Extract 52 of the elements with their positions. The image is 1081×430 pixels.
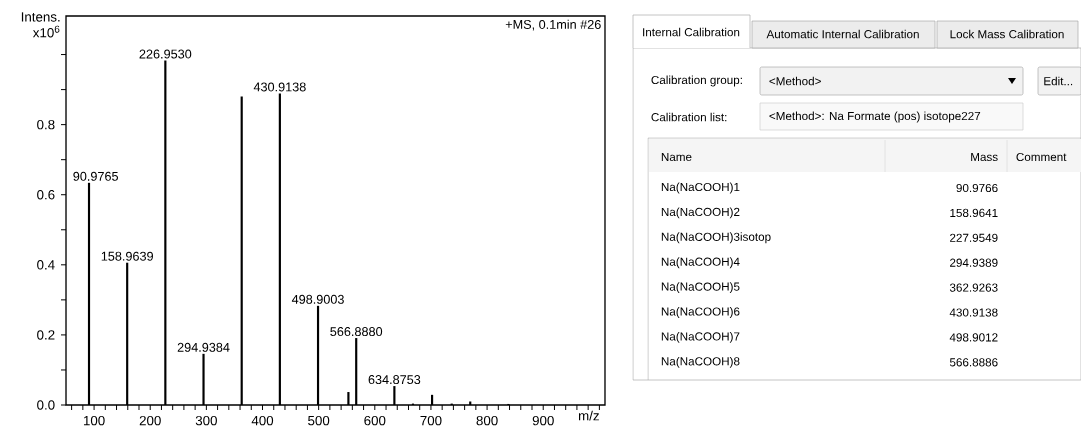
annotation: 226.9530 xyxy=(139,49,192,59)
annotation: 294.9384 xyxy=(177,342,230,352)
y-tick-label: 0.8 xyxy=(37,119,55,130)
y-tick-label: 0.2 xyxy=(37,330,55,340)
text: 430.9138 xyxy=(949,308,998,317)
x-tick-label: 600 xyxy=(364,415,386,426)
text: Internal Calibration xyxy=(643,27,740,37)
y-tick-label: 0.4 xyxy=(37,260,55,270)
y-tick-label: 0.0 xyxy=(37,400,55,410)
text: Na(NaCOOH)4 xyxy=(661,257,740,269)
text: 498.9012 xyxy=(949,333,998,342)
x-tick-label: 900 xyxy=(532,415,554,426)
text: Automatic Internal Calibration xyxy=(766,29,919,39)
text: Na(NaCOOH)8 xyxy=(661,356,740,368)
x-tick-label: 300 xyxy=(195,415,217,426)
x-axis-title: m/z xyxy=(578,410,599,421)
annotation: 430.9138 xyxy=(253,82,306,92)
text: Na(NaCOOH)5 xyxy=(661,282,740,294)
x-tick-label: 100 xyxy=(83,415,105,426)
text: 227.9549 xyxy=(950,233,998,242)
x-tick-label: 200 xyxy=(139,415,161,426)
text: Mass xyxy=(971,152,998,162)
text: Na(NaCOOH)7 xyxy=(661,331,740,343)
text: Edit... xyxy=(1044,76,1073,86)
text: Na(NaCOOH)6 xyxy=(661,307,740,318)
text: Calibration list: xyxy=(651,112,727,122)
text: 566.8886 xyxy=(949,358,998,367)
text: <Method>: Na Formate (pos) isotope227 xyxy=(769,111,981,123)
text: Name xyxy=(661,152,692,162)
annotation: +MS, 0.1min #26 xyxy=(505,19,601,31)
text: Calibration group: xyxy=(651,75,742,87)
text: Na(NaCOOH)3isotop xyxy=(661,232,771,244)
text: 90.9766 xyxy=(956,183,998,193)
annotation: 498.9003 xyxy=(291,294,344,304)
x-tick-label: 400 xyxy=(251,415,274,426)
text: 158.9641 xyxy=(950,208,998,218)
x-tick-label: 500 xyxy=(308,415,330,426)
x-tick-label: 800 xyxy=(476,415,498,426)
y-axis-title: Intens. x10$^{6}$ xyxy=(21,12,60,38)
annotation: 90.9765 xyxy=(73,171,119,181)
text: 294.9389 xyxy=(950,258,998,267)
text: <Method> xyxy=(769,76,821,86)
annotation: 566.8880 xyxy=(330,327,383,337)
annotation: 158.9639 xyxy=(101,251,153,261)
text: Na(NaCOOH)2 xyxy=(661,207,740,219)
text: Na(NaCOOH)1 xyxy=(661,182,740,194)
text: Lock Mass Calibration xyxy=(950,29,1064,39)
annotation: 634.8753 xyxy=(368,375,421,385)
text: 362.9263 xyxy=(949,283,998,292)
y-tick-label: 0.6 xyxy=(37,190,55,200)
x-tick-label: 700 xyxy=(420,415,442,426)
text: Comment xyxy=(1016,152,1067,162)
